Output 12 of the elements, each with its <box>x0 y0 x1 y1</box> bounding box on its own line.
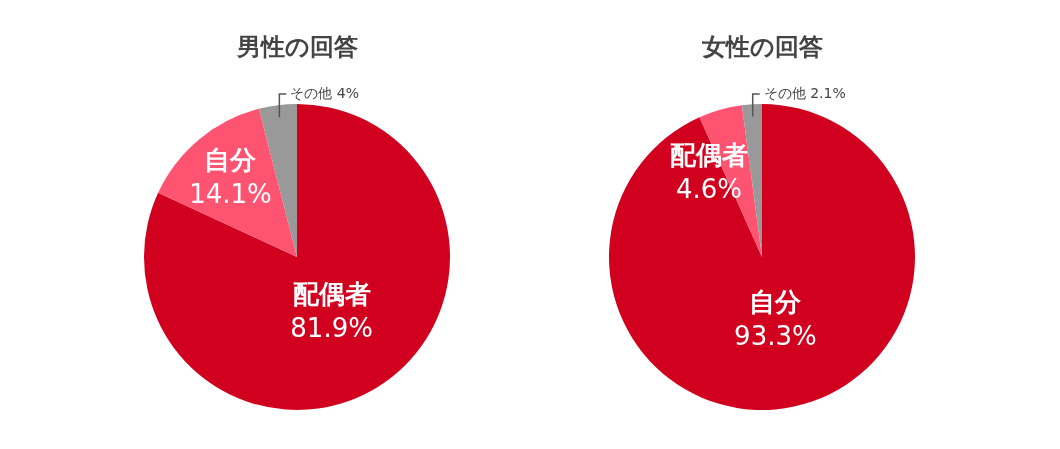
chart-title: 女性の回答 <box>700 33 823 61</box>
data-label: 4.6% <box>675 174 742 205</box>
data-label: 93.3% <box>734 321 817 352</box>
data-label: 81.9% <box>290 312 373 343</box>
chart-title: 男性の回答 <box>235 33 358 61</box>
slice-label: その他 2.1% <box>763 85 846 101</box>
data-label: 14.1% <box>189 178 272 209</box>
slice-label: その他 4% <box>290 85 360 101</box>
slice-label: 配偶者 <box>669 140 748 171</box>
slice-label: 自分 <box>204 144 258 175</box>
slice-label: 配偶者 <box>292 278 371 309</box>
slice-label: 自分 <box>749 287 803 318</box>
